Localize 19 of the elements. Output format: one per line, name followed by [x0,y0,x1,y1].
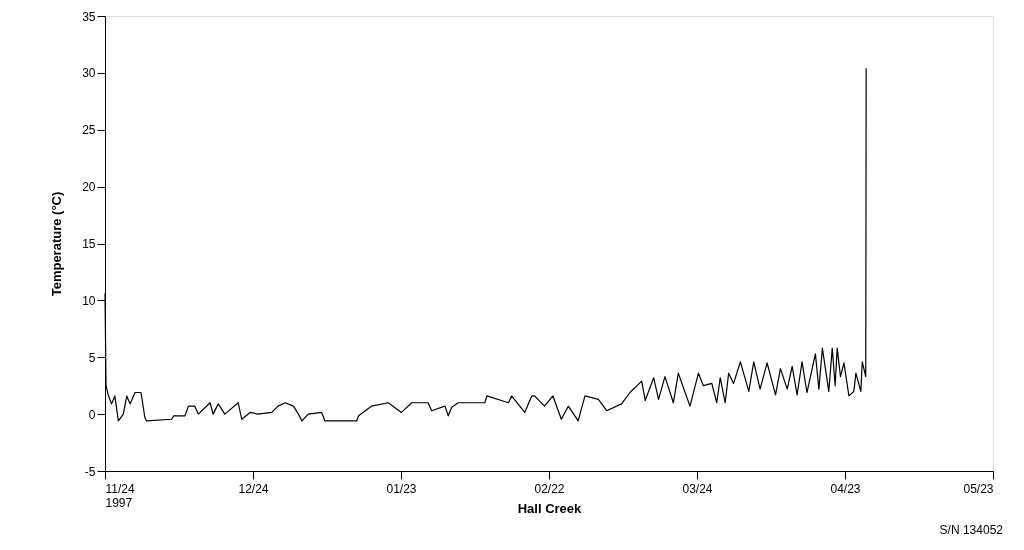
y-tick-label: 20 [82,180,96,195]
y-tick-label: 10 [82,293,96,308]
y-tick-label: 30 [82,66,96,81]
x-axis-title: Hall Creek [517,500,583,516]
y-tick-label: 25 [82,123,96,138]
y-tick-label: -5 [84,464,96,479]
x-tick-label: 02/22 [534,481,565,496]
x-tick-label: 03/24 [682,481,713,496]
x-tick-label: 05/23 [963,481,994,496]
y-axis-title: Temperature (°C) [49,191,65,297]
y-tick-label: 15 [82,237,96,251]
y-tick-label: 5 [88,350,96,365]
x-tick-label: 01/23 [386,481,417,496]
text: S/N 134052 [939,523,1004,537]
y-tick-label: 35 [82,9,96,24]
x-tick-label: 12/24 [238,481,269,496]
x-tick-label: 11/24 1997 [105,481,135,510]
y-tick-label: 0 [88,407,96,422]
x-tick-label: 04/23 [830,481,861,496]
